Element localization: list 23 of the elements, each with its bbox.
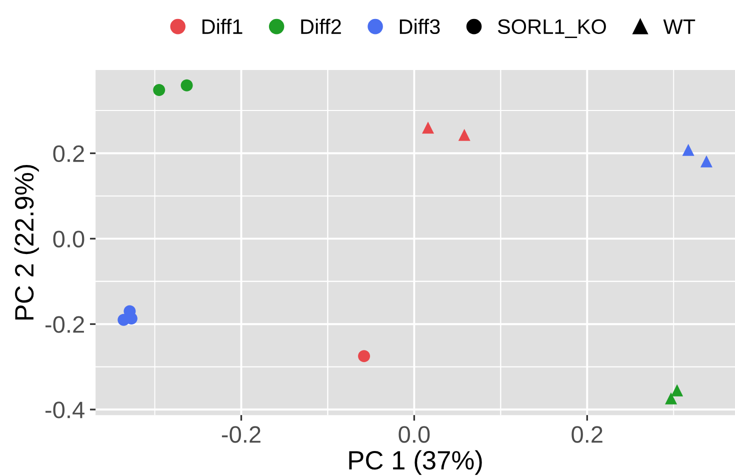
- point: [664, 392, 678, 404]
- legend-label: Diff1: [202, 18, 242, 34]
- point: [671, 384, 684, 396]
- point: [458, 128, 470, 141]
- x-tick-label: 0.2: [572, 426, 602, 443]
- y-tick-label: 0.2: [53, 145, 84, 162]
- y-tick-label: -0.2: [46, 316, 84, 333]
- point: [180, 79, 193, 92]
- legend-label: SORL1_KO: [498, 19, 606, 38]
- point: [700, 155, 712, 168]
- x-tick-label: 0.0: [398, 426, 430, 443]
- x-axis-title: PC 1 (37%): [349, 450, 482, 475]
- y-axis-title: PC 2 (22.9%): [14, 164, 39, 320]
- y-tick-label: 0.0: [53, 230, 84, 248]
- point: [358, 350, 370, 362]
- point: [422, 122, 434, 134]
- point: [153, 84, 166, 96]
- y-tick-label: -0.4: [46, 402, 84, 418]
- legend-label: Diff3: [400, 18, 440, 34]
- legend-label: Diff2: [301, 18, 341, 34]
- legend-label: WT: [663, 20, 696, 34]
- point: [682, 144, 694, 156]
- x-tick-label: -0.2: [222, 426, 260, 443]
